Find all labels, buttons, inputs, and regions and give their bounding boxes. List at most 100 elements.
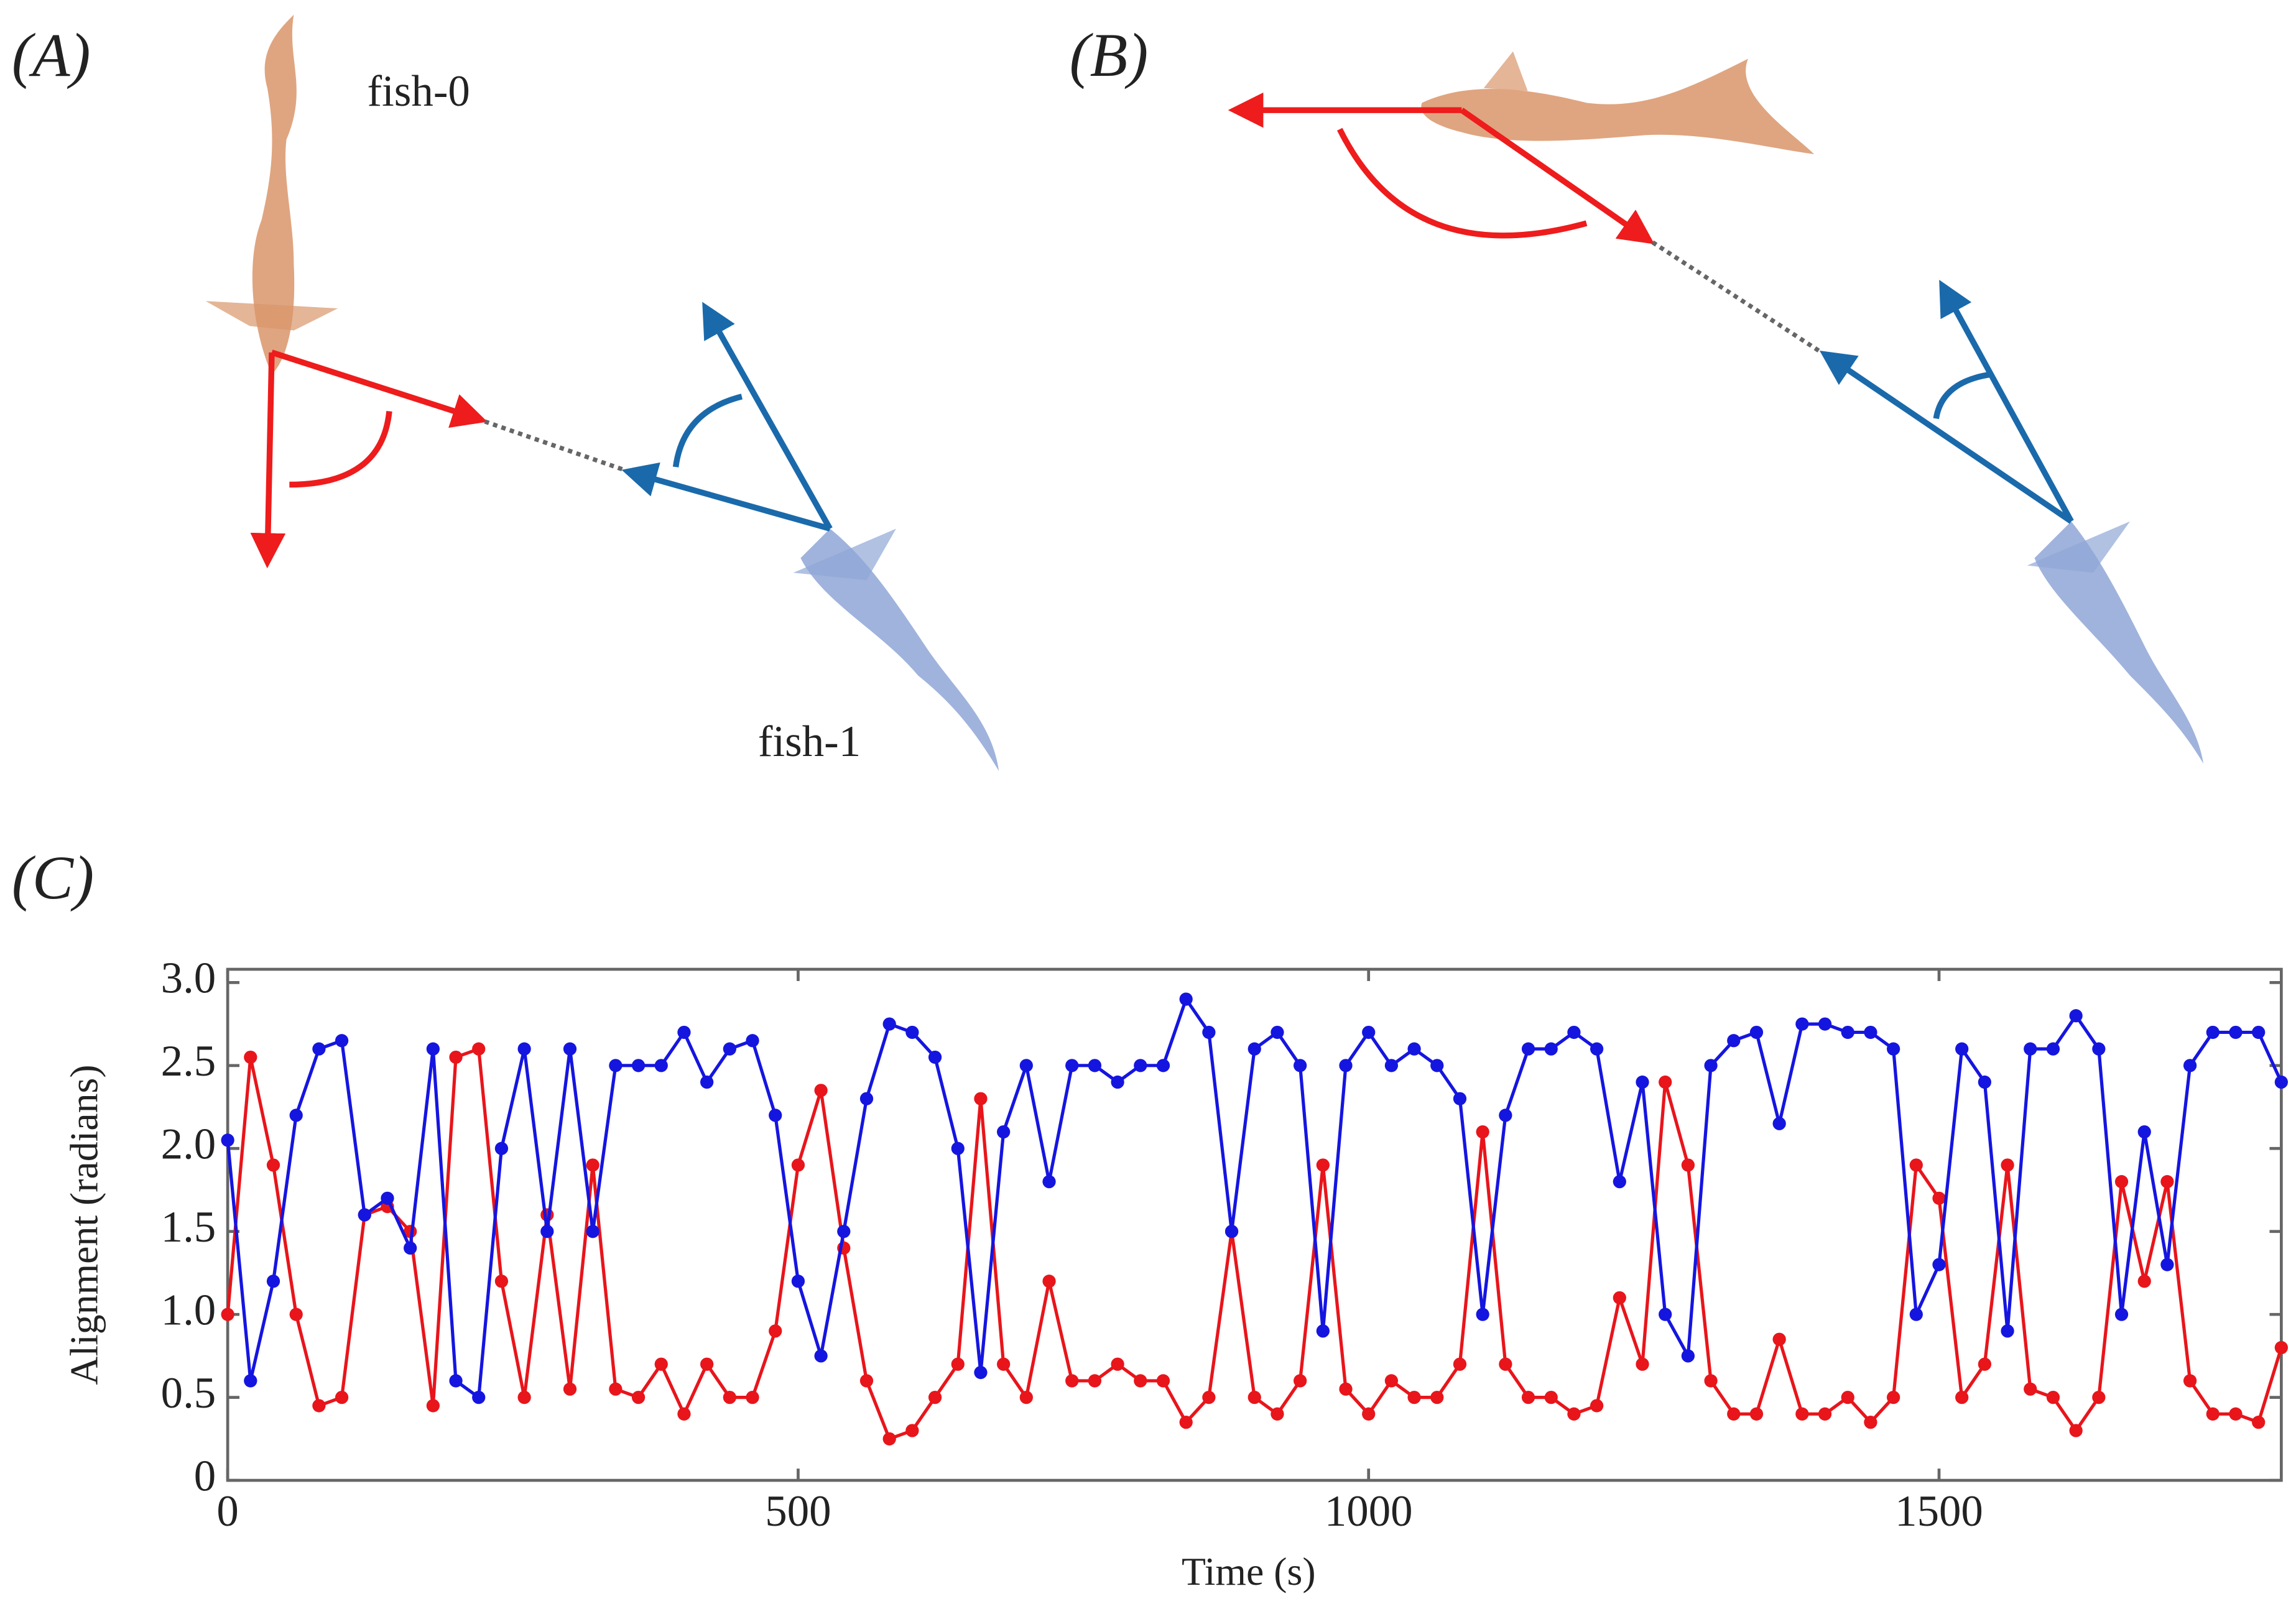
data-point <box>1659 1075 1672 1089</box>
data-point <box>1362 1025 1376 1040</box>
angle-arc <box>289 410 392 488</box>
data-point <box>1749 1025 1764 1040</box>
arrow <box>621 462 831 532</box>
arrow <box>1819 350 2073 524</box>
data-point <box>1499 1109 1512 1122</box>
data-point <box>2252 1416 2266 1429</box>
data-point <box>1795 1017 1809 1031</box>
data-point <box>723 1390 736 1404</box>
data-point <box>1042 1275 1056 1288</box>
data-point <box>1476 1307 1489 1321</box>
data-point <box>882 1432 896 1445</box>
data-point <box>1065 1374 1079 1388</box>
data-point <box>1179 1416 1193 1429</box>
data-point <box>517 1390 531 1404</box>
data-point <box>2183 1374 2197 1388</box>
data-point <box>2229 1025 2243 1040</box>
series-line <box>226 995 2283 1401</box>
data-point <box>563 1382 577 1396</box>
data-point <box>1065 1059 1079 1072</box>
data-point <box>1521 1390 1535 1404</box>
plot-frame <box>226 967 2283 1482</box>
series-line <box>226 1046 2283 1441</box>
data-point <box>1613 1175 1626 1189</box>
data-point <box>1111 1075 1124 1089</box>
data-point <box>540 1225 554 1238</box>
data-point <box>2024 1042 2037 1056</box>
data-point <box>814 1349 828 1363</box>
x-tick-label: 500 <box>765 1487 831 1536</box>
data-point <box>335 1390 349 1404</box>
connector <box>484 419 626 473</box>
data-point <box>1590 1399 1604 1413</box>
data-point <box>1407 1042 1421 1056</box>
data-point <box>1476 1125 1489 1139</box>
data-point <box>1841 1390 1854 1404</box>
fish-1-fin <box>2027 521 2131 573</box>
data-point <box>677 1025 691 1040</box>
data-point <box>1271 1407 1284 1421</box>
data-point <box>1955 1042 1969 1056</box>
data-point <box>1019 1059 1033 1072</box>
data-point <box>1932 1258 1946 1271</box>
data-point <box>1430 1059 1444 1072</box>
data-point <box>266 1275 280 1288</box>
panel-label: (B) <box>1070 22 1149 90</box>
fish-0-body <box>252 14 297 375</box>
data-point <box>517 1042 531 1056</box>
data-point <box>289 1307 303 1321</box>
data-point <box>1864 1025 1877 1040</box>
x-tick-label: 0 <box>216 1487 238 1536</box>
y-tick-label: 1.5 <box>161 1203 216 1252</box>
data-point <box>358 1208 371 1222</box>
data-point <box>494 1141 509 1155</box>
data-point <box>2046 1390 2060 1404</box>
data-point <box>1681 1158 1695 1172</box>
data-point <box>928 1050 942 1064</box>
data-point <box>2160 1258 2174 1271</box>
data-point <box>700 1075 714 1089</box>
data-point <box>1772 1332 1786 1346</box>
data-point <box>654 1357 668 1371</box>
data-point <box>266 1158 280 1172</box>
data-point <box>631 1059 646 1072</box>
data-point <box>244 1374 257 1388</box>
data-point <box>1727 1034 1741 1048</box>
data-point <box>1339 1059 1353 1072</box>
data-point <box>289 1109 303 1122</box>
y-axis-label: Alignment (radians) <box>62 1064 106 1385</box>
data-point <box>1544 1390 1558 1404</box>
fish-label: fish-0 <box>368 67 470 116</box>
arrow <box>271 349 488 428</box>
data-point <box>677 1407 691 1421</box>
angle-arc <box>672 394 743 468</box>
data-point <box>449 1374 463 1388</box>
fish-0-fin <box>1483 51 1528 91</box>
data-point <box>472 1390 486 1404</box>
data-point <box>2252 1025 2266 1040</box>
data-point <box>951 1141 965 1155</box>
arrow <box>1939 279 2074 523</box>
data-point <box>928 1390 942 1404</box>
connector <box>1651 240 1823 354</box>
data-point <box>312 1042 326 1056</box>
data-point <box>1659 1307 1672 1321</box>
data-point <box>1407 1390 1421 1404</box>
arrow <box>1460 108 1655 244</box>
data-point <box>1111 1357 1124 1371</box>
data-point <box>1978 1075 1992 1089</box>
data-point <box>1704 1059 1718 1072</box>
data-point <box>791 1275 805 1288</box>
data-point <box>1453 1092 1467 1105</box>
data-point <box>1636 1075 1649 1089</box>
fish-0-fin <box>205 301 338 331</box>
data-point <box>1088 1374 1102 1388</box>
x-tick-label: 1500 <box>1895 1487 1983 1536</box>
data-point <box>746 1034 759 1048</box>
data-point <box>631 1390 646 1404</box>
data-point <box>1088 1059 1102 1072</box>
data-point <box>335 1034 349 1048</box>
data-point <box>791 1158 805 1172</box>
data-point <box>1818 1407 1832 1421</box>
